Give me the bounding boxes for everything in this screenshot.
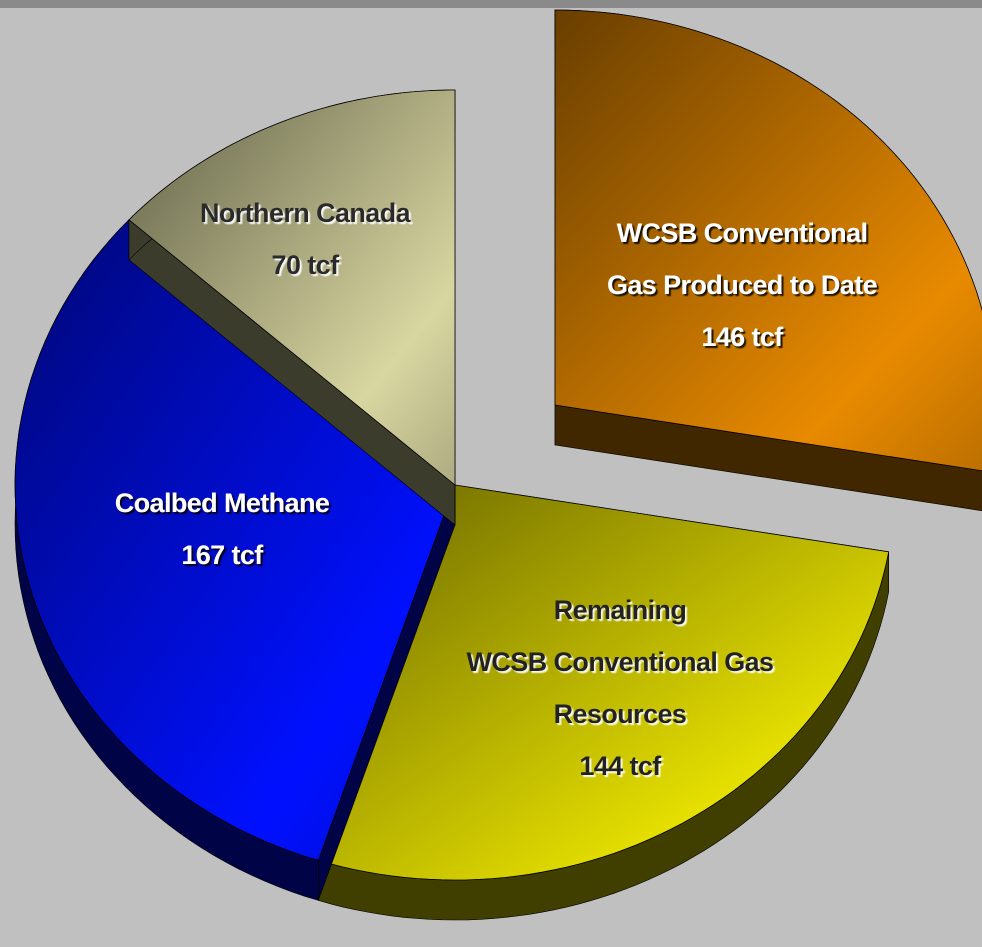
slice-label: WCSB Conventional Gas xyxy=(467,647,774,677)
slice-label: Coalbed Methane xyxy=(115,488,330,518)
slice-label: WCSB Conventional xyxy=(617,218,868,248)
slice-label: Northern Canada xyxy=(200,198,412,228)
slice-label: Resources xyxy=(554,699,687,729)
top-bar xyxy=(0,0,982,8)
slice-label: Gas Produced to Date xyxy=(607,270,878,300)
slice-label: Remaining xyxy=(554,595,687,625)
slice xyxy=(128,89,456,486)
value-label: 70 tcf xyxy=(272,250,341,280)
slice xyxy=(554,9,982,472)
value-label: 146 tcf xyxy=(701,322,784,352)
value-label: 167 tcf xyxy=(181,540,264,570)
slice xyxy=(14,219,456,861)
value-label: 144 tcf xyxy=(579,751,662,781)
slice xyxy=(317,484,890,881)
